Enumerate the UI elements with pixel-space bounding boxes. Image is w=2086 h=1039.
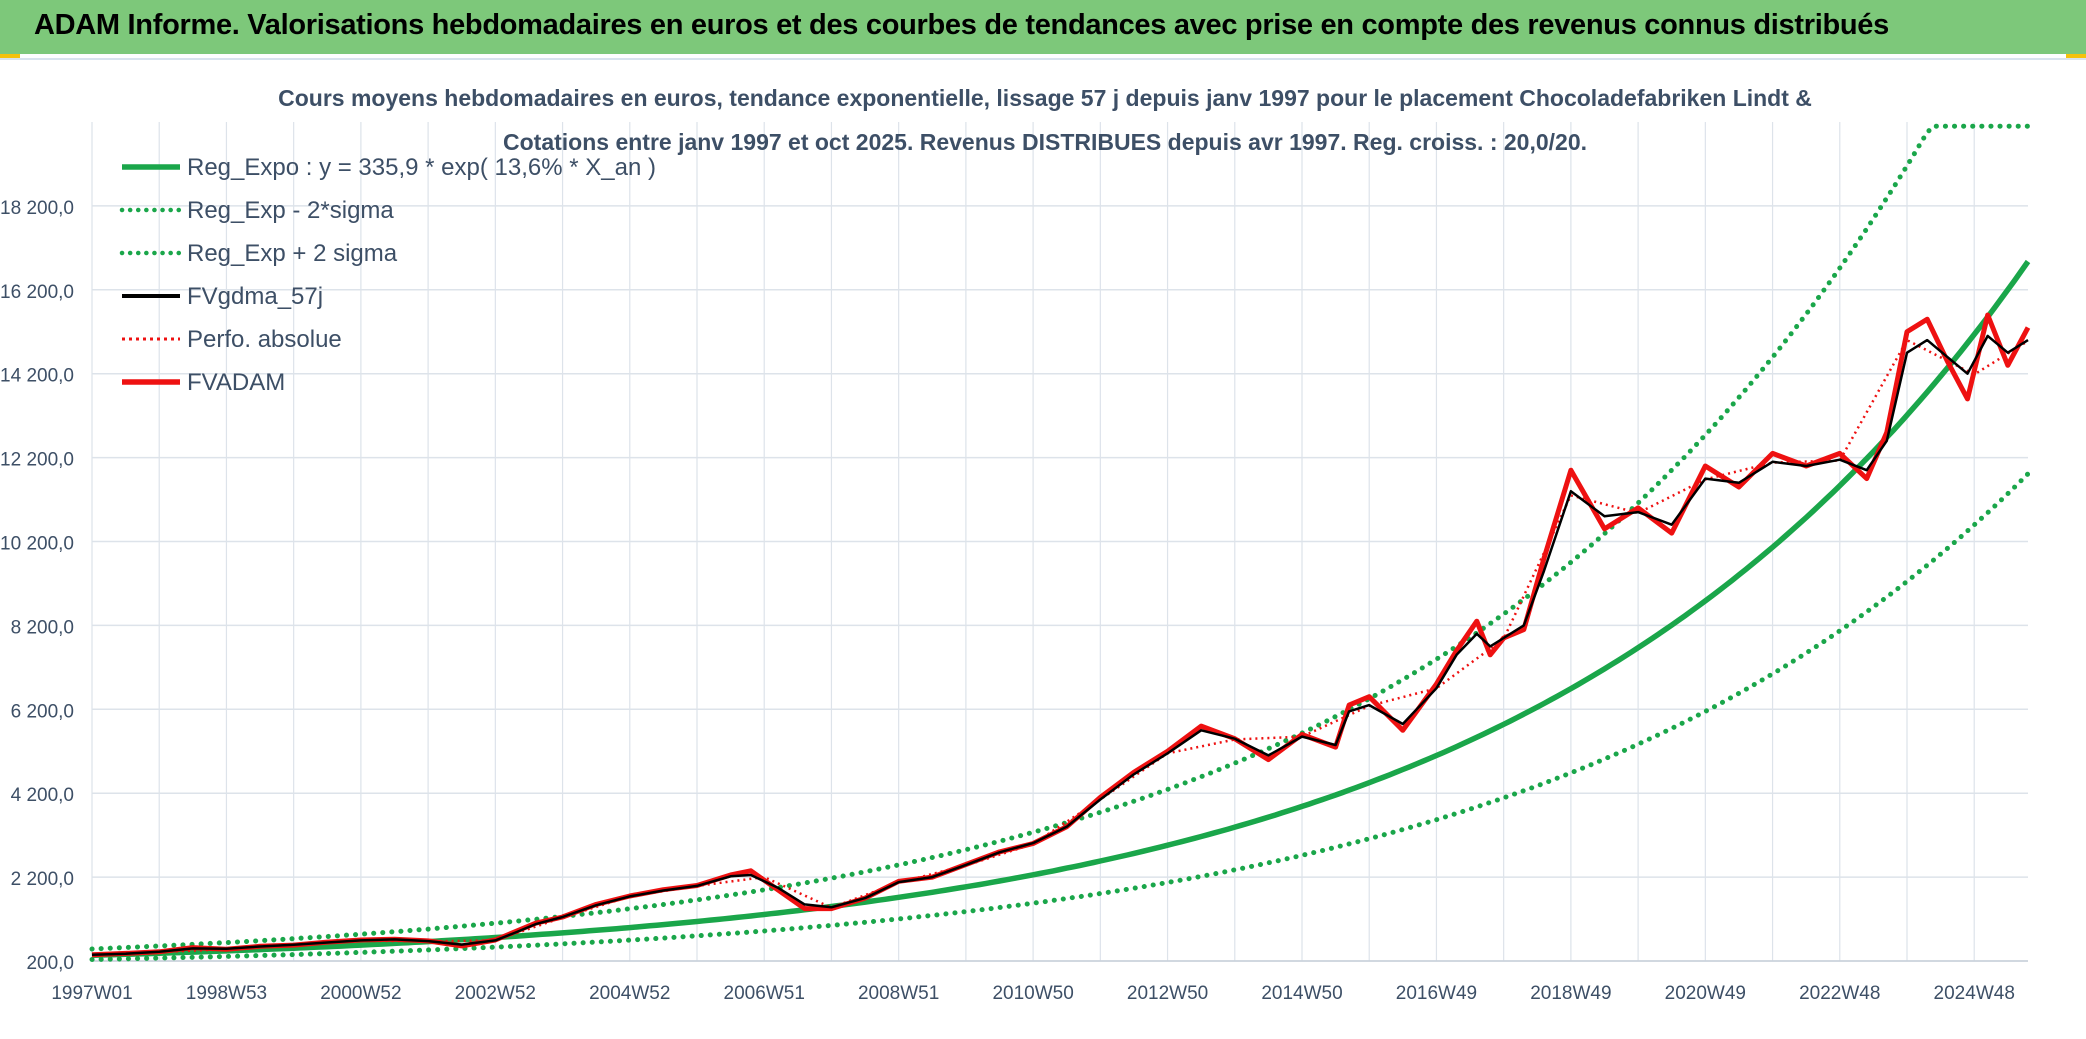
legend-reg-exp-minus: Reg_Exp - 2*sigma [119,197,394,224]
x-tick-label: 2018W49 [1530,983,1611,1004]
x-tick-label: 2004W52 [589,983,670,1004]
legend: Reg_Expo : y = 335,9 * exp( 13,6% * X_an… [119,154,656,396]
x-axis: 1997W01 1998W53 2000W52 2002W52 2004W52 2006W… [51,960,2028,1004]
legend-label: Reg_Exp + 2 sigma [187,240,398,267]
reg-expo-line [91,259,2031,959]
corner-accent-left [0,54,20,60]
x-tick-label: 2014W50 [1261,983,1342,1004]
x-tick-label: 1997W01 [51,983,132,1004]
x-tick-label: 2006W51 [724,983,805,1004]
legend-reg-exp-plus: Reg_Exp + 2 sigma [119,240,398,267]
legend-perfo: Perfo. absolue [122,326,342,353]
fvadam-line [91,312,2031,958]
y-tick-label: 10 200,0 [0,534,74,555]
legend-fvgdma: FVgdma_57j [122,283,323,310]
legend-label: FVgdma_57j [187,283,323,310]
y-tick-label: 14 200,0 [0,366,74,387]
chart-svg: 200,0 2 200,0 4 200,0 6 200,0 8 200,0 10 200,… [0,85,2031,1004]
legend-label: FVADAM [187,369,285,396]
y-tick-label: 16 200,0 [0,282,74,303]
y-tick-label: 200,0 [26,953,74,974]
chart-area: 200,0 2 200,0 4 200,0 6 200,0 8 200,0 10 200,… [0,58,2086,1039]
y-tick-label: 12 200,0 [0,450,74,471]
legend-label: Reg_Exp - 2*sigma [187,197,394,224]
x-tick-label: 2000W52 [320,983,401,1004]
fvgdma-57j-line [91,334,2029,956]
legend-reg-expo: Reg_Expo : y = 335,9 * exp( 13,6% * X_an… [122,154,656,181]
y-tick-label: 4 200,0 [11,785,74,806]
chart-title-line2: Cotations entre janv 1997 et oct 2025. R… [503,129,1587,155]
y-tick-label: 8 200,0 [11,617,74,638]
y-tick-label: 6 200,0 [11,701,74,722]
legend-label: Perfo. absolue [187,326,342,353]
x-tick-label: 2016W49 [1396,983,1477,1004]
perfo-absolue-line [91,338,2029,956]
y-tick-label: 2 200,0 [11,869,74,890]
corner-accent-right [2066,54,2086,60]
x-tick-label: 2020W49 [1665,983,1746,1004]
x-tick-label: 1998W53 [186,983,267,1004]
y-tick-label: 18 200,0 [0,198,74,219]
x-tick-label: 2010W50 [992,983,1073,1004]
y-axis: 200,0 2 200,0 4 200,0 6 200,0 8 200,0 10 200,… [0,198,74,974]
x-tick-label: 2024W48 [1934,983,2015,1004]
header-banner: ADAM Informe. Valorisations hebdomadaire… [0,0,2086,54]
x-tick-label: 2012W50 [1127,983,1208,1004]
legend-fvadam: FVADAM [122,369,285,396]
x-tick-label: 2022W48 [1799,983,1880,1004]
reg-exp-minus-2sigma-line [89,471,2031,962]
banner-title: ADAM Informe. Valorisations hebdomadaire… [34,9,1889,41]
legend-label: Reg_Expo : y = 335,9 * exp( 13,6% * X_an… [187,154,656,181]
plot-series [89,123,2031,962]
chart-title-line1: Cours moyens hebdomadaires en euros, ten… [278,85,1812,111]
x-tick-label: 2002W52 [455,983,536,1004]
x-tick-label: 2008W51 [858,983,939,1004]
